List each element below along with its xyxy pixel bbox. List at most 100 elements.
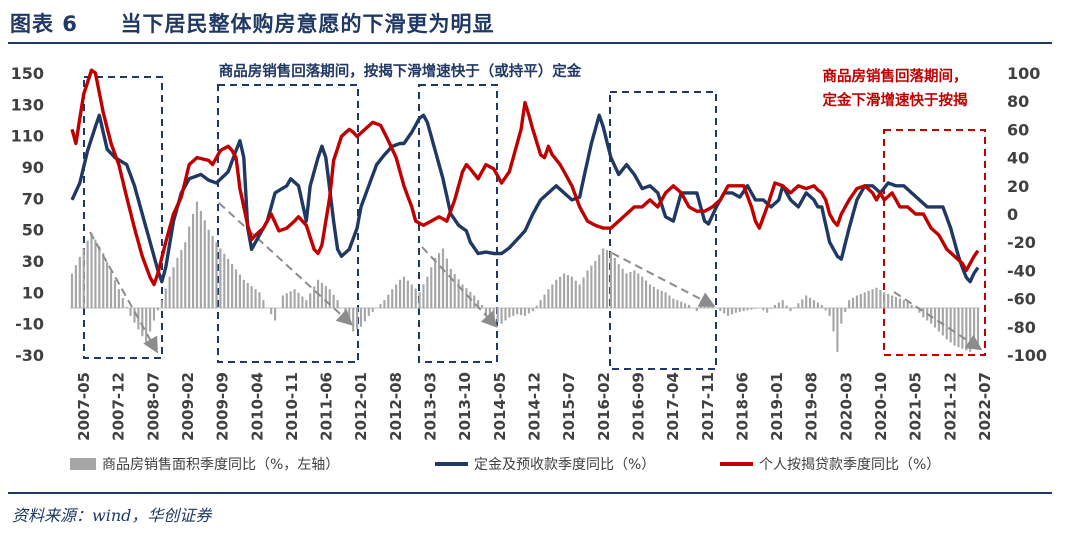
right-tick-label: 80 bbox=[1007, 92, 1029, 111]
right-tick-label: -80 bbox=[1007, 318, 1036, 337]
bar-mark bbox=[149, 308, 152, 332]
x-tick-label: 2014-12 bbox=[526, 372, 544, 441]
bar-mark bbox=[434, 257, 437, 308]
bar-mark bbox=[594, 261, 597, 308]
left-tick-label: 50 bbox=[22, 221, 44, 240]
bar-mark bbox=[227, 258, 230, 308]
bar-mark bbox=[191, 214, 195, 308]
bar-mark bbox=[465, 288, 468, 308]
bar-mark bbox=[305, 300, 308, 308]
trend-arrows bbox=[89, 202, 983, 354]
bar-mark bbox=[805, 295, 808, 308]
bar-mark bbox=[898, 298, 901, 308]
bar-mark bbox=[621, 268, 624, 308]
bar-mark bbox=[152, 308, 156, 321]
x-tick-label: 2020-10 bbox=[872, 372, 890, 441]
bar-mark bbox=[402, 276, 406, 308]
bar-mark bbox=[387, 294, 390, 308]
bar-mark bbox=[687, 304, 691, 308]
bar-mark bbox=[586, 270, 589, 308]
bar-mark bbox=[219, 248, 222, 308]
bar-mark bbox=[816, 302, 819, 308]
left-tick-label: 150 bbox=[11, 64, 44, 83]
left-tick-label: 70 bbox=[22, 189, 44, 208]
bar-mark bbox=[918, 308, 921, 313]
bar-mark bbox=[547, 289, 550, 308]
bar-mark bbox=[660, 290, 663, 308]
bar-mark bbox=[723, 308, 726, 314]
bar-mark bbox=[973, 308, 976, 348]
bar-mark bbox=[656, 289, 659, 308]
bar-mark bbox=[313, 286, 316, 308]
series-lines bbox=[70, 68, 980, 287]
figure-title: 图表 6 当下居民整体购房意愿的下滑更为明显 bbox=[10, 8, 495, 38]
bar-mark bbox=[203, 220, 206, 308]
highlight-box-3 bbox=[418, 84, 498, 363]
bar-mark bbox=[555, 279, 558, 308]
left-tick-label: 10 bbox=[22, 283, 44, 302]
bar-mark bbox=[109, 271, 113, 308]
bar-mark bbox=[894, 297, 898, 308]
bar-mark bbox=[551, 284, 554, 308]
line-mortgage bbox=[70, 68, 980, 287]
bar-mark bbox=[180, 250, 183, 308]
x-tick-label: 2021-12 bbox=[941, 372, 959, 441]
x-tick-label: 2018-06 bbox=[733, 372, 751, 441]
bar-mark bbox=[438, 253, 441, 308]
legend-swatch-area bbox=[70, 458, 96, 470]
x-tick-label: 2016-02 bbox=[595, 372, 613, 441]
bar-mark bbox=[430, 267, 433, 308]
x-tick-label: 2011-06 bbox=[318, 372, 336, 441]
x-tick-label: 2019-08 bbox=[803, 372, 821, 441]
bar-mark bbox=[590, 265, 593, 308]
x-tick-label: 2014-05 bbox=[491, 372, 509, 441]
bar-mark bbox=[480, 304, 484, 308]
highlight-box-4 bbox=[609, 91, 717, 370]
bar-mark bbox=[293, 289, 296, 308]
bar-mark bbox=[793, 307, 796, 308]
right-tick-label: 100 bbox=[1007, 64, 1040, 83]
title-rule bbox=[8, 42, 1052, 44]
bar-mark bbox=[383, 300, 386, 308]
bar-mark bbox=[379, 304, 382, 308]
bar-mark bbox=[937, 308, 941, 332]
bar-mark bbox=[254, 289, 257, 308]
bar-mark bbox=[231, 264, 234, 308]
x-tick-label: 2008-07 bbox=[144, 372, 162, 441]
bar-mark bbox=[652, 286, 655, 308]
bar-mark bbox=[258, 292, 261, 308]
bar-mark bbox=[289, 291, 292, 308]
bar-mark bbox=[301, 296, 304, 308]
bar-mark bbox=[699, 305, 702, 308]
bar-mark bbox=[199, 210, 202, 308]
bar-mark bbox=[441, 248, 445, 308]
bar-mark bbox=[184, 242, 187, 308]
bar-mark bbox=[641, 276, 644, 308]
bar-mark bbox=[695, 308, 698, 312]
bar-mark bbox=[106, 262, 109, 308]
bar-mark bbox=[359, 308, 363, 327]
bar-mark bbox=[910, 304, 913, 308]
highlight-box-5 bbox=[883, 129, 986, 356]
bar-mark bbox=[668, 295, 671, 308]
bar-mark bbox=[566, 275, 570, 308]
bar-mark bbox=[94, 239, 97, 308]
bar-mark bbox=[160, 300, 163, 308]
x-tick-label: 2009-02 bbox=[179, 372, 197, 441]
bar-mark bbox=[121, 298, 124, 308]
bar-mark bbox=[262, 300, 265, 308]
bar-mark bbox=[410, 284, 413, 308]
figure-label: 图表 6 bbox=[10, 12, 78, 36]
bar-mark bbox=[215, 242, 218, 308]
bar-mark bbox=[629, 271, 632, 308]
bar-mark bbox=[449, 268, 452, 308]
bar-mark bbox=[730, 308, 734, 315]
bar-mark bbox=[113, 280, 117, 308]
bar-mark bbox=[520, 308, 523, 316]
bar-mark bbox=[141, 308, 144, 337]
annotation-red-line2: 定金下滑增速快于按揭 bbox=[823, 91, 968, 109]
bar-mark bbox=[957, 308, 960, 348]
bar-mark bbox=[422, 284, 425, 308]
bar-mark bbox=[297, 292, 300, 308]
right-tick-label: 40 bbox=[1007, 149, 1029, 168]
